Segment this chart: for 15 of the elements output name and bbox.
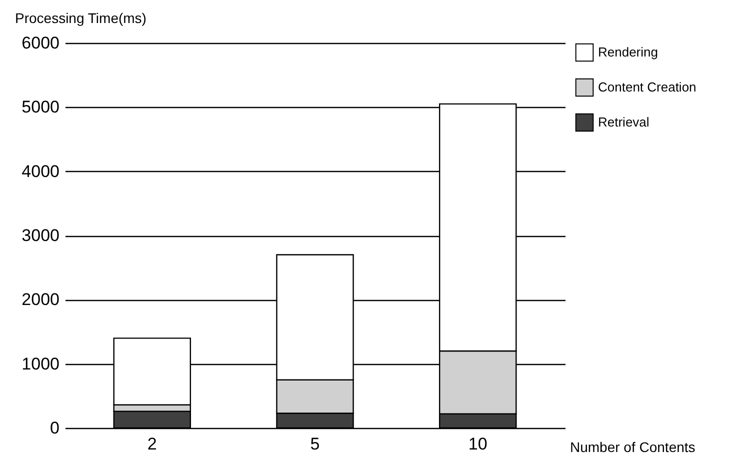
y-tick-label: 3000 xyxy=(22,226,60,245)
y-tick-label: 1000 xyxy=(22,354,60,374)
x-tick-label: 2 xyxy=(147,434,157,454)
y-tick-label: 5000 xyxy=(22,98,60,117)
y-tick-label: 6000 xyxy=(22,34,60,52)
y-tick-label: 0 xyxy=(50,418,60,438)
legend-label: Retrieval xyxy=(598,114,650,130)
x-axis-title: Number of Contents xyxy=(570,439,696,455)
y-tick-label: 2000 xyxy=(22,290,60,310)
y-axis-title: Processing Time(ms) xyxy=(15,10,146,26)
legend-label: Rendering xyxy=(598,44,658,60)
x-tick-label: 10 xyxy=(468,434,488,454)
legend-label: Content Creation xyxy=(598,80,696,94)
y-tick-label: 4000 xyxy=(22,162,60,181)
x-tick-label: 5 xyxy=(310,434,320,454)
